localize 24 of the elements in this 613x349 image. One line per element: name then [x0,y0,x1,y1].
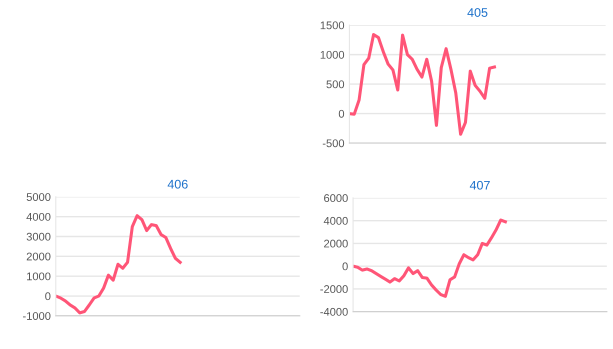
line-series [349,33,496,136]
y-tick-label: -4000 [320,308,348,316]
y-tick-label: 0 [338,110,344,118]
line-series [353,218,507,298]
line-series [56,214,182,314]
chart-title: 405 [467,8,488,17]
y-tick-label: -2000 [320,285,348,294]
y-tick-label: 5000 [26,193,50,201]
y-tick-label: 500 [326,80,344,88]
y-tick-label: 1000 [27,272,50,280]
y-tick-label: 3000 [26,232,50,241]
y-tick-label: 6000 [324,194,348,202]
y-tick-label: 1000 [320,50,344,59]
chart-title: 406 [168,180,188,189]
y-tick-label: 1500 [320,21,344,30]
y-tick-label: 4000 [26,212,50,221]
y-tick-label: 2000 [324,240,348,248]
y-tick-label: -1000 [23,312,50,320]
chart-title: 407 [470,180,490,190]
y-tick-label: 0 [45,292,50,300]
y-tick-label: 2000 [26,252,50,260]
y-tick-label: 4000 [324,216,348,225]
y-tick-label: 0 [342,262,348,270]
y-tick-label: -500 [322,139,344,148]
